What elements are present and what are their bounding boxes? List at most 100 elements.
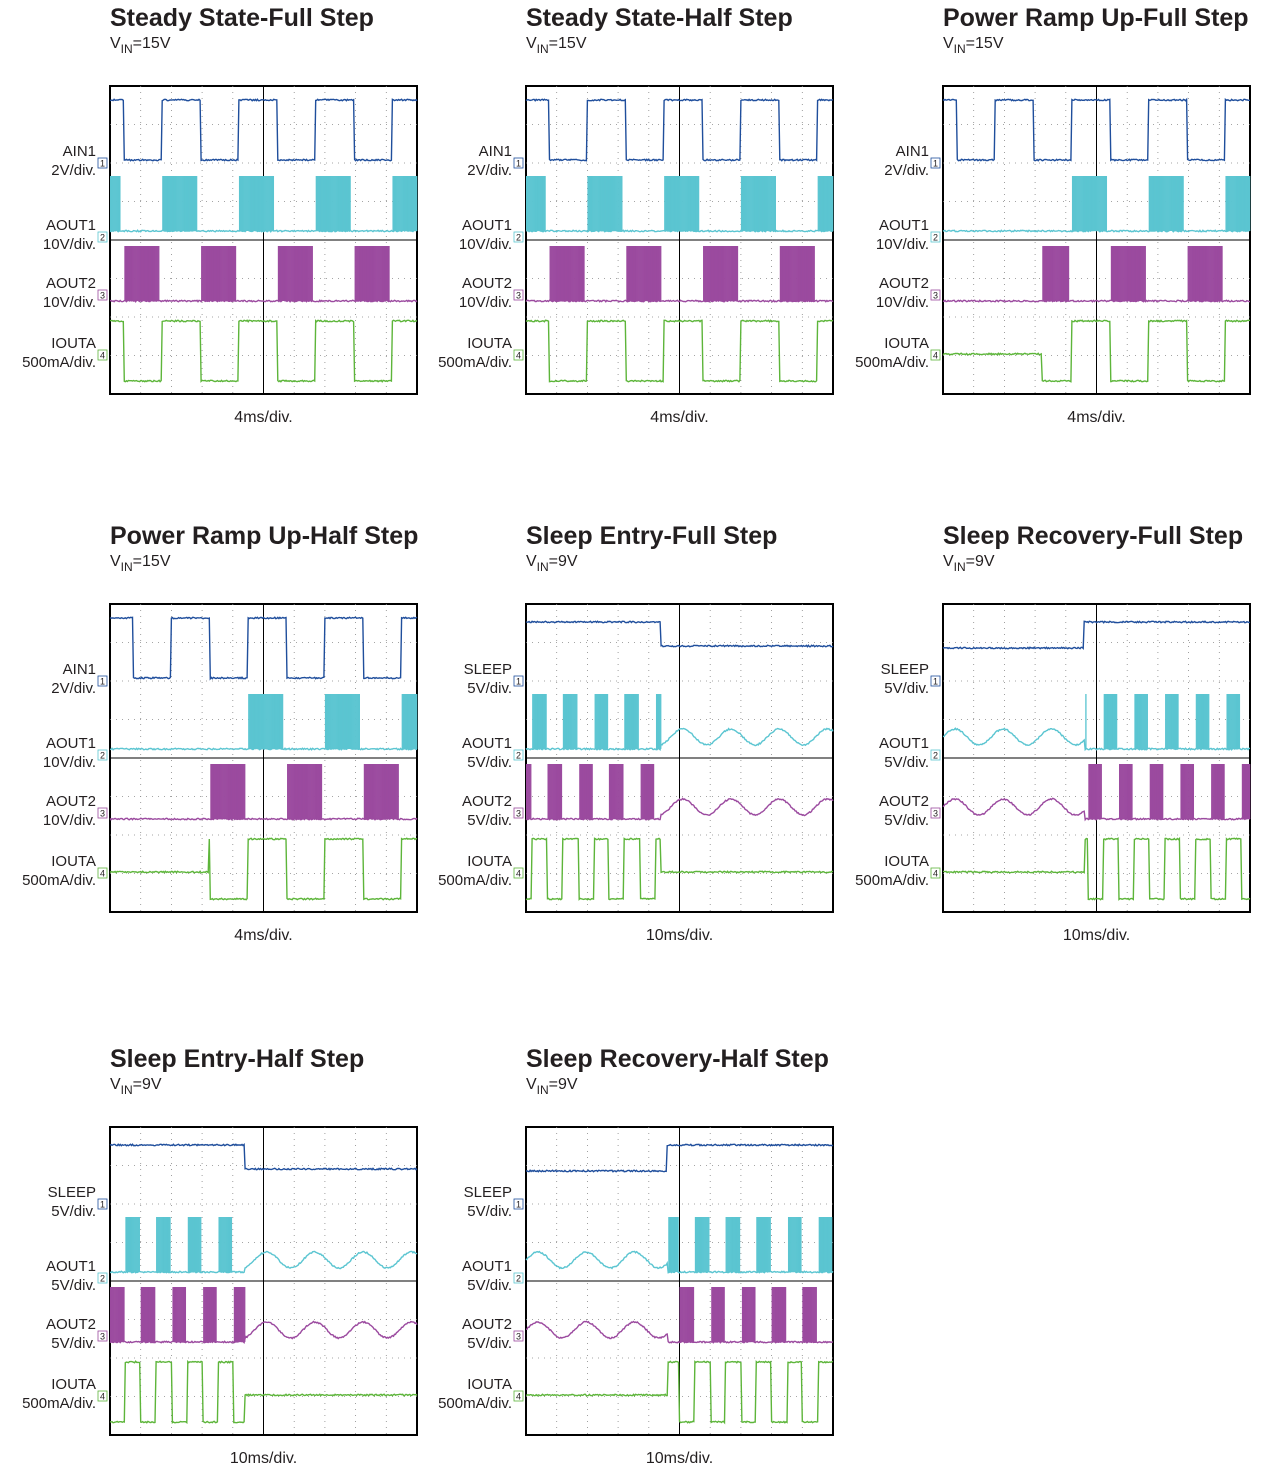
- trace-block-3: [591, 764, 592, 819]
- trace-block-3: [244, 1287, 245, 1342]
- channel-marker: 2: [516, 233, 521, 243]
- channel-marker: 1: [100, 1200, 105, 1210]
- channel-marker: 4: [516, 869, 521, 879]
- vin-value: =9V: [549, 553, 578, 570]
- trace-block-3: [235, 246, 236, 301]
- channel-scale: 5V/div.: [467, 1335, 512, 1352]
- channel-scale: 5V/div.: [884, 680, 929, 697]
- channel-marker: 1: [933, 677, 938, 687]
- timebase: 4ms/div.: [234, 927, 292, 944]
- vin-symbol: V: [110, 1076, 121, 1093]
- trace-block-2: [1208, 694, 1209, 749]
- channel-marker: 1: [933, 159, 938, 169]
- trace-block-3: [660, 246, 661, 301]
- timebase: 10ms/div.: [646, 1450, 713, 1465]
- trace-block-2: [607, 694, 608, 749]
- channel-scale: 500mA/div.: [438, 872, 512, 889]
- channel-name: AOUT1: [46, 217, 96, 234]
- scope-panel: Steady State-Half StepVIN=15VAIN12V/div.…: [438, 4, 833, 426]
- panel-title: Power Ramp Up-Full Step: [943, 4, 1249, 32]
- trace-block-2: [282, 694, 283, 749]
- trace-block-2: [660, 694, 661, 749]
- channel-name: AOUT2: [46, 1316, 96, 1333]
- vin-value: =15V: [133, 553, 171, 570]
- channel-marker: 2: [100, 1274, 105, 1284]
- trace-block-2: [698, 176, 699, 231]
- channel-scale: 500mA/div.: [438, 1395, 512, 1412]
- timebase: 10ms/div.: [646, 927, 713, 944]
- channel-scale: 5V/div.: [467, 812, 512, 829]
- vin-value: =15V: [549, 35, 587, 52]
- channel-name: SLEEP: [464, 1184, 512, 1201]
- timebase: 10ms/div.: [230, 1450, 297, 1465]
- trace-block-3: [185, 1287, 186, 1342]
- channel-scale: 500mA/div.: [438, 354, 512, 371]
- channel-marker: 1: [516, 677, 521, 687]
- trace-block-2: [416, 176, 417, 231]
- vin-label: VIN=15V: [110, 35, 171, 56]
- trace-block-2: [1249, 176, 1250, 231]
- trace-block-2: [708, 1217, 709, 1272]
- trace-block-2: [621, 176, 622, 231]
- trace-block-2: [349, 176, 350, 231]
- channel-name: AOUT2: [879, 793, 929, 810]
- trace-block-2: [831, 1217, 832, 1272]
- channel-name: AIN1: [63, 143, 96, 160]
- trace-block-3: [244, 764, 245, 819]
- channel-marker: 3: [100, 291, 105, 301]
- trace-block-3: [622, 764, 623, 819]
- channel-marker: 3: [933, 809, 938, 819]
- trace-block-2: [1116, 694, 1117, 749]
- timebase: 4ms/div.: [234, 409, 292, 426]
- channel-marker: 2: [516, 1274, 521, 1284]
- channel-scale: 5V/div.: [467, 1203, 512, 1220]
- channel-scale: 5V/div.: [884, 754, 929, 771]
- trace-block-2: [139, 1217, 140, 1272]
- channel-name: AOUT1: [46, 735, 96, 752]
- trace-block-3: [814, 246, 815, 301]
- channel-scale: 2V/div.: [467, 162, 512, 179]
- scope-panel: Sleep Entry-Half StepVIN=9VSLEEP5V/div. 1…: [22, 1045, 417, 1465]
- trace-block-3: [583, 246, 584, 301]
- panel-title: Power Ramp Up-Half Step: [110, 522, 418, 550]
- channel-name: SLEEP: [881, 661, 929, 678]
- vin-label: VIN=15V: [526, 35, 587, 56]
- trace-block-3: [785, 1287, 786, 1342]
- panel-title: Sleep Recovery-Full Step: [943, 522, 1243, 550]
- vin-symbol: V: [526, 35, 537, 52]
- scope-panel: Steady State-Full StepVIN=15VAIN12V/div.…: [22, 4, 417, 426]
- panel-title: Steady State-Full Step: [110, 4, 374, 32]
- trace-block-2: [1085, 694, 1086, 749]
- channel-scale: 10V/div.: [876, 236, 929, 253]
- trace-block-2: [739, 1217, 740, 1272]
- scope-panel: Sleep Entry-Full StepVIN=9VSLEEP5V/div. 1…: [438, 522, 833, 944]
- vin-label: VIN=9V: [526, 1076, 578, 1097]
- trace-block-2: [638, 694, 639, 749]
- channel-marker: 2: [100, 751, 105, 761]
- trace-block-3: [1193, 764, 1194, 819]
- channel-scale: 5V/div.: [467, 754, 512, 771]
- trace-block-2: [1147, 694, 1148, 749]
- trace-block-3: [154, 1287, 155, 1342]
- channel-scale: 500mA/div.: [855, 872, 929, 889]
- trace-block-2: [273, 176, 274, 231]
- vin-symbol: V: [526, 1076, 537, 1093]
- channel-marker: 1: [100, 159, 105, 169]
- channel-scale: 2V/div.: [51, 680, 96, 697]
- channel-scale: 5V/div.: [51, 1203, 96, 1220]
- channel-scale: 500mA/div.: [855, 354, 929, 371]
- channel-marker: 4: [100, 869, 105, 879]
- channel-scale: 10V/div.: [459, 294, 512, 311]
- trace-block-3: [158, 246, 159, 301]
- trace-block-3: [312, 246, 313, 301]
- channel-scale: 5V/div.: [884, 812, 929, 829]
- channel-name: IOUTA: [467, 1376, 512, 1393]
- channel-name: SLEEP: [48, 1184, 96, 1201]
- trace-block-2: [196, 176, 197, 231]
- scope-panel: Power Ramp Up-Full StepVIN=15VAIN12V/div…: [855, 4, 1250, 426]
- channel-name: AOUT1: [462, 1258, 512, 1275]
- channel-marker: 3: [100, 809, 105, 819]
- channel-marker: 1: [100, 677, 105, 687]
- vin-subscript: IN: [121, 42, 133, 56]
- channel-name: AOUT1: [462, 217, 512, 234]
